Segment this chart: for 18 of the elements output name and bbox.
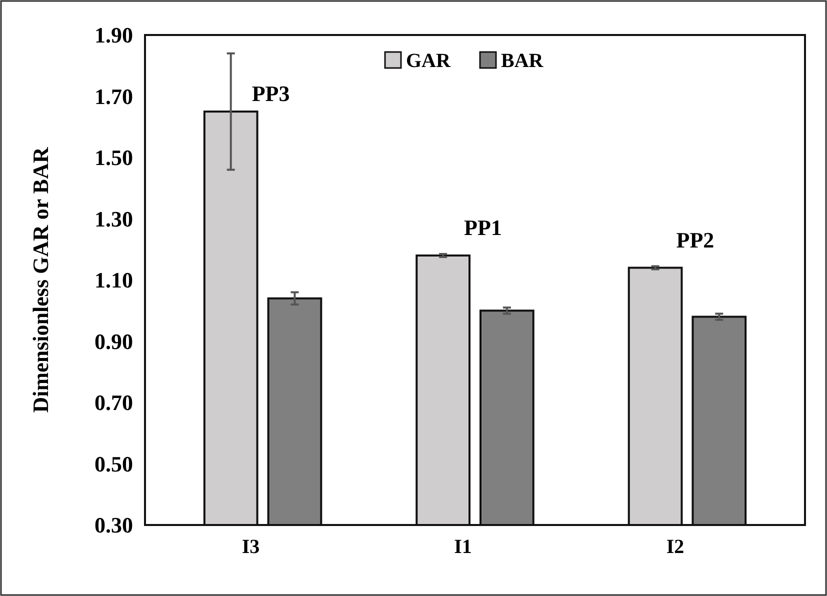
y-axis-title: Dimensionless GAR or BAR bbox=[28, 146, 53, 413]
y-tick-label: 0.30 bbox=[94, 512, 133, 538]
annotation: PP1 bbox=[464, 215, 502, 240]
x-tick-label: I2 bbox=[666, 536, 684, 558]
x-tick-label: I1 bbox=[454, 536, 472, 558]
annotation: PP3 bbox=[252, 81, 290, 106]
y-tick-label: 0.90 bbox=[94, 328, 133, 354]
y-tick-label: 0.70 bbox=[94, 390, 133, 416]
y-tick-label: 1.30 bbox=[94, 206, 133, 232]
y-tick-label: 1.90 bbox=[94, 22, 133, 48]
annotation: PP2 bbox=[676, 227, 714, 252]
y-tick-label: 1.70 bbox=[94, 84, 133, 109]
y-tick-label: 1.10 bbox=[94, 268, 133, 293]
y-tick-label: 0.50 bbox=[94, 451, 133, 476]
legend-label: GAR bbox=[406, 50, 451, 72]
x-tick-label: I3 bbox=[242, 536, 260, 558]
y-tick-label: 1.50 bbox=[94, 145, 133, 170]
legend-label: BAR bbox=[501, 50, 544, 72]
